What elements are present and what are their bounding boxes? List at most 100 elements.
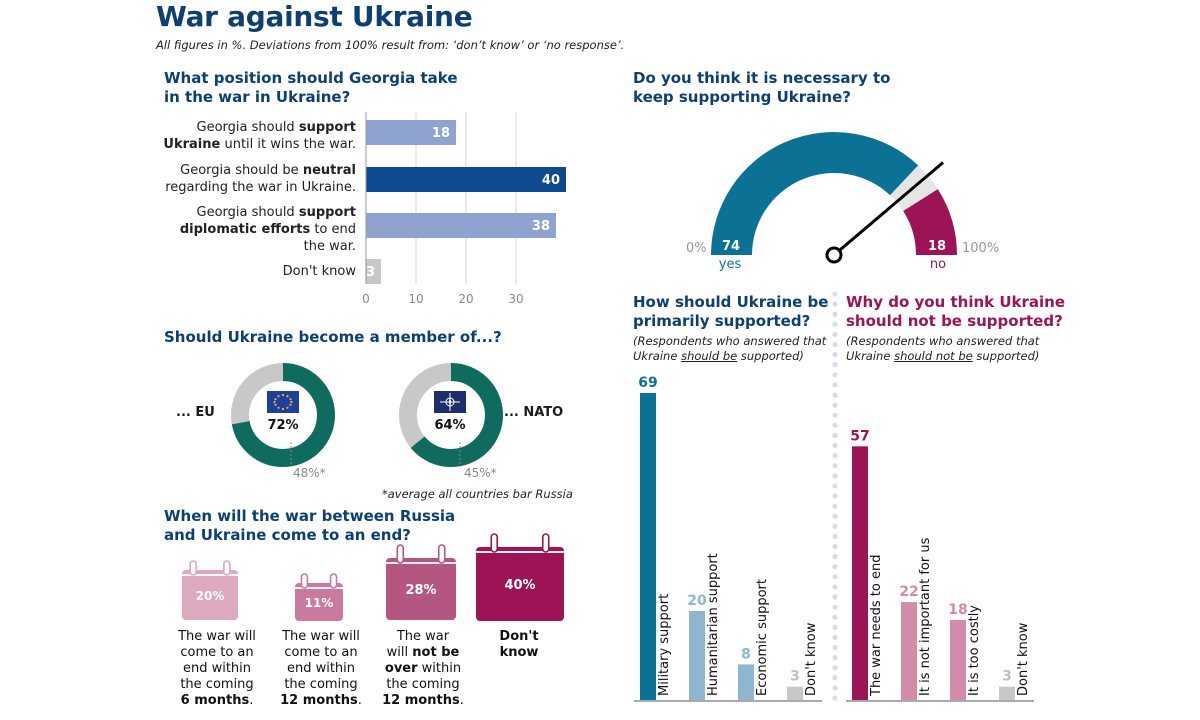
bar-value-label: 3	[366, 265, 375, 280]
calendar-body	[295, 583, 343, 621]
gauge-max-label: 100%	[962, 241, 1000, 256]
war-end-label-6months: The war will come to an end within the c…	[178, 629, 256, 708]
donut-segment	[399, 363, 503, 467]
gauge-needle	[833, 161, 944, 257]
membership-question: Should Ukraine become a member of...?	[164, 328, 502, 346]
calendar-icon: 20%	[182, 560, 238, 620]
gauge-min-label: 0%	[686, 241, 707, 256]
how-note: (Respondents who answered that Ukraine s…	[633, 334, 827, 363]
how-question-line1: How should Ukraine be	[633, 293, 829, 311]
bar-value-label: 40	[542, 173, 560, 188]
calendar-band	[182, 574, 238, 576]
calendar-ring	[300, 573, 309, 589]
calendar-icon: 40%	[476, 533, 564, 621]
eu-avg-leader	[290, 442, 292, 466]
bar-value-label: 8	[741, 646, 751, 662]
calendar-band	[476, 551, 564, 553]
gauge-yes-value: 74	[722, 239, 740, 254]
eu-average: 48%*	[293, 466, 326, 480]
bar-value-label: 57	[850, 428, 869, 444]
x-tick-label: 30	[508, 292, 523, 306]
bar-category-label: Military support	[657, 594, 672, 696]
nato-label: ... NATO	[504, 405, 564, 420]
nato-donut	[399, 363, 503, 467]
bar-category-label: Humanitarian support	[706, 553, 721, 696]
gauge-yes-label: yes	[718, 257, 742, 272]
bar-value-label: 22	[899, 584, 918, 600]
nato-value: 64%	[434, 418, 466, 433]
bar-category-label: Don't know	[804, 622, 819, 696]
bar	[640, 392, 656, 700]
eu-label: ... EU	[176, 405, 215, 420]
bar-value-label: 20	[687, 593, 707, 609]
georgia-label-diplomatic: Georgia should support diplomatic effort…	[179, 205, 356, 254]
why-question: Why do you think Ukraine should not be s…	[846, 293, 1065, 331]
calendar-value: 28%	[405, 583, 436, 598]
calendar-icon: 28%	[386, 544, 456, 620]
bar	[366, 213, 556, 238]
bar	[787, 686, 803, 700]
bar-value-label: 18	[948, 602, 967, 618]
bar-category-label: Economic support	[755, 579, 770, 696]
georgia-question-line1: What position should Georgia take	[164, 69, 458, 87]
georgia-label-support: Georgia should support Ukraine until it …	[163, 120, 356, 152]
calendar-value: 11%	[305, 596, 334, 610]
x-tick-label: 0	[362, 292, 370, 306]
bar	[901, 602, 917, 700]
support-gauge: 74 18	[711, 132, 957, 264]
gauge-segment	[711, 132, 919, 255]
calendar-ring	[541, 533, 550, 553]
support-question: Do you think it is necessary to keep sup…	[633, 69, 890, 107]
bar	[852, 446, 868, 700]
calendar-ring	[490, 533, 499, 553]
war-end-label-12months: The war will come to an end within the c…	[280, 629, 362, 708]
support-question-line2: keep supporting Ukraine?	[633, 88, 851, 106]
bar-category-label: The war needs to end	[869, 555, 884, 697]
calendar-body	[476, 547, 564, 621]
calendar-body	[182, 570, 238, 620]
bar-value-label: 3	[790, 669, 800, 685]
x-tick-label: 10	[408, 292, 423, 306]
calendar-icon: 11%	[295, 573, 343, 621]
war-end-label-dontknow: Don't know	[499, 629, 539, 660]
gauge-no-value: 18	[928, 239, 946, 254]
page-title: War against Ukraine	[156, 0, 473, 33]
calendar-ring	[189, 560, 197, 576]
support-question-line1: Do you think it is necessary to	[633, 69, 891, 87]
donut-segment	[231, 363, 335, 467]
bar-value-label: 38	[532, 219, 550, 234]
nato-avg-leader	[459, 442, 461, 466]
bar	[366, 167, 566, 192]
why-note: (Respondents who answered that Ukraine s…	[846, 334, 1040, 363]
war-end-question-line2: and Ukraine come to an end?	[164, 526, 411, 544]
eu-value: 72%	[267, 418, 299, 433]
calendar-value: 20%	[196, 589, 225, 603]
calendar-ring	[396, 544, 405, 564]
bar	[366, 120, 456, 145]
bar-value-label: 18	[432, 126, 450, 141]
bar	[738, 664, 754, 700]
georgia-question-line2: in the war in Ukraine?	[164, 88, 351, 106]
bar-value-label: 69	[638, 375, 657, 391]
bar	[689, 611, 705, 700]
bar	[366, 259, 381, 284]
calendar-band	[386, 562, 456, 564]
how-question: How should Ukraine be primarily supporte…	[633, 293, 828, 331]
bar	[950, 619, 966, 700]
georgia-label-dontknow: Don't know	[282, 264, 356, 279]
war-end-label-not-over: The war will not be over within the comi…	[382, 629, 464, 708]
how-question-line2: primarily supported?	[633, 312, 811, 330]
average-footnote: *average all countries bar Russia	[382, 487, 573, 501]
bar-category-label: It is not important for us	[918, 537, 933, 696]
georgia-bar-chart: 0 10 20 30 18 40 38 3	[362, 112, 566, 306]
calendar-ring	[222, 560, 231, 576]
war-end-question-line1: When will the war between Russia	[164, 507, 456, 525]
why-question-line1: Why do you think Ukraine	[846, 293, 1066, 311]
bar-category-label: Don't know	[1016, 622, 1031, 696]
why-bar-chart: 57 The war needs to end 22 It is not import…	[846, 428, 1034, 702]
gauge-segment	[903, 189, 957, 255]
page-subtitle: All figures in %. Deviations from 100% r…	[156, 38, 625, 52]
bar	[999, 686, 1015, 700]
georgia-question: What position should Georgia take in the…	[164, 69, 458, 107]
eu-flag-icon	[267, 391, 299, 413]
